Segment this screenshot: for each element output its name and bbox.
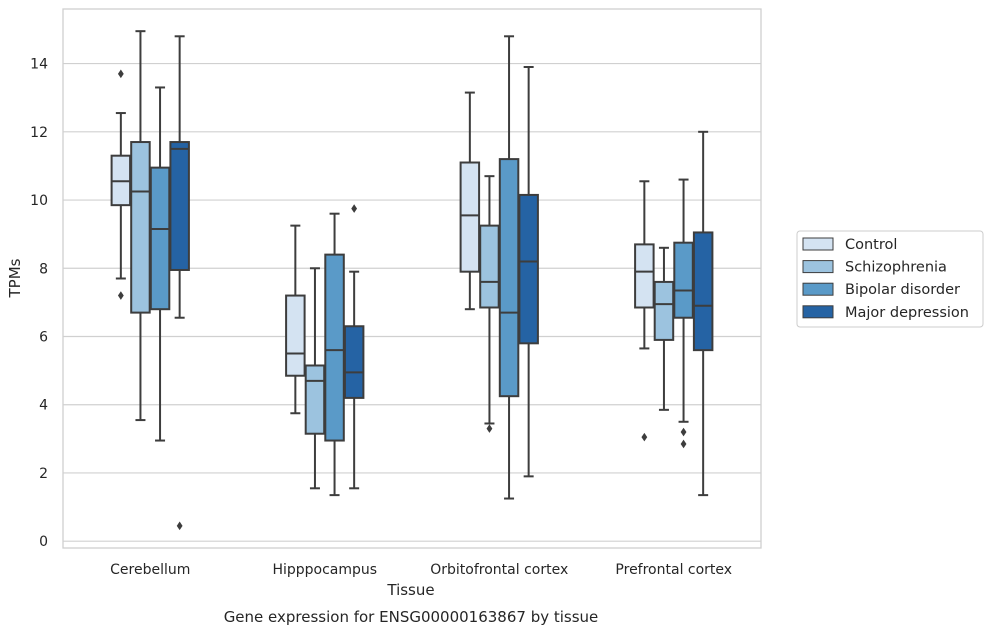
legend-swatch xyxy=(802,305,834,319)
box xyxy=(130,30,151,422)
outlier-point xyxy=(680,427,687,437)
box xyxy=(324,212,345,497)
box xyxy=(149,86,171,442)
legend-swatch xyxy=(802,282,834,296)
y-axis-label: TPMs xyxy=(6,258,24,298)
box xyxy=(653,246,675,411)
box-body xyxy=(498,158,520,398)
y-tick-label: 14 xyxy=(30,57,48,73)
y-tick-label: 0 xyxy=(39,534,48,550)
y-tick-label: 4 xyxy=(39,398,48,414)
chart-caption: Gene expression for ENSG00000163867 by t… xyxy=(224,608,599,626)
legend: Control Schizophrenia Bipolar disorder Majo… xyxy=(796,230,984,328)
box xyxy=(169,35,190,531)
x-axis-ticks: Cerebellum Hipppocampus Orbitofrontal cort… xyxy=(110,562,732,578)
legend-swatch xyxy=(802,260,834,274)
legend-label: Control xyxy=(845,237,897,253)
box-body xyxy=(459,161,481,273)
legend-label: Major depression xyxy=(845,305,969,321)
box-body xyxy=(479,224,500,309)
box xyxy=(692,130,714,497)
outlier-point xyxy=(176,521,183,531)
boxes xyxy=(110,30,714,531)
box xyxy=(518,65,539,478)
y-axis-ticks: 0 2 4 6 8 10 12 14 xyxy=(30,57,48,551)
outlier-point xyxy=(641,432,648,442)
box xyxy=(498,35,520,500)
x-tick-label: Orbitofrontal cortex xyxy=(430,562,568,578)
x-tick-label: Prefrontal cortex xyxy=(615,562,732,578)
box-body xyxy=(653,280,675,341)
box xyxy=(634,180,655,442)
outlier-point xyxy=(351,204,358,213)
y-tick-label: 8 xyxy=(39,261,48,277)
y-tick-label: 6 xyxy=(39,329,48,345)
box-body xyxy=(304,364,326,435)
box-body xyxy=(149,166,171,311)
box xyxy=(343,204,365,490)
legend-frame xyxy=(796,230,984,328)
box-body xyxy=(634,243,655,309)
box-body xyxy=(343,325,365,399)
legend-label: Bipolar disorder xyxy=(845,282,960,298)
box-body xyxy=(130,141,151,314)
box-body xyxy=(692,231,714,352)
box xyxy=(110,69,132,300)
y-tick-label: 10 xyxy=(30,193,48,209)
box xyxy=(673,178,694,449)
y-tick-label: 2 xyxy=(39,466,48,482)
x-tick-label: Hipppocampus xyxy=(272,562,377,578)
box-body xyxy=(673,241,694,319)
box xyxy=(304,267,326,490)
outlier-point xyxy=(680,439,687,449)
outlier-point xyxy=(117,291,124,300)
box-body xyxy=(324,253,345,442)
legend-label: Schizophrenia xyxy=(845,260,947,276)
outlier-point xyxy=(117,69,124,79)
y-tick-label: 12 xyxy=(30,125,48,141)
box-body xyxy=(169,141,190,271)
x-axis-label: Tissue xyxy=(386,581,434,599)
box-body xyxy=(518,193,539,345)
outlier-point xyxy=(486,424,493,433)
box xyxy=(479,175,500,433)
legend-swatch xyxy=(802,237,834,251)
box-body xyxy=(285,294,306,377)
box xyxy=(285,224,306,415)
x-tick-label: Cerebellum xyxy=(110,562,190,578)
box xyxy=(459,91,481,311)
